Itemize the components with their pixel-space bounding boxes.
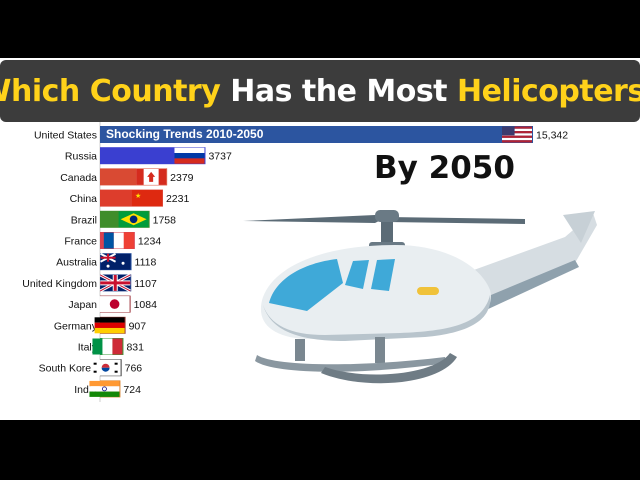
- flag-it-icon: [92, 338, 123, 355]
- flag-ru-icon: [174, 147, 205, 164]
- bar-row-1: Russia 3737: [65, 147, 232, 165]
- chart-subtitle: Shocking Trends 2010-2050: [106, 127, 264, 141]
- bar-row-11: South Korea 766: [39, 359, 143, 377]
- flag-ca-icon: [136, 168, 167, 185]
- title-part: Helicopters: [456, 73, 640, 109]
- flag-in-icon: [89, 380, 120, 397]
- flag-br-icon: [118, 211, 149, 228]
- value-label: 724: [123, 384, 141, 396]
- title-part: Country: [89, 73, 231, 109]
- category-label: Japan: [68, 299, 97, 311]
- value-label: 1234: [138, 236, 162, 248]
- letterbox-bottom: [0, 420, 640, 480]
- flag-de-icon: [94, 317, 125, 334]
- period-label: By 2050: [374, 150, 515, 186]
- value-label: 831: [126, 342, 144, 354]
- category-label: Canada: [60, 172, 97, 184]
- flag-kr-icon: [90, 359, 121, 376]
- category-label: United Kingdom: [22, 278, 97, 290]
- bar-row-4: Brazil 1758: [71, 210, 177, 228]
- bar-row-3: China ★ 2231: [70, 189, 190, 207]
- category-label: South Korea: [39, 363, 98, 375]
- flag-us-icon: [502, 126, 532, 143]
- flag-gb-icon: [99, 273, 131, 293]
- bar-row-6: Australia 1118: [56, 252, 157, 271]
- flag-cn-icon: ★: [131, 190, 162, 207]
- value-label: 907: [129, 320, 147, 332]
- bar-row-10: Italy 831: [78, 338, 144, 355]
- category-label: Russia: [65, 151, 97, 163]
- bar-row-2: Canada 2379: [60, 168, 194, 186]
- svg-text:★: ★: [135, 192, 141, 200]
- category-label: United States: [34, 130, 97, 142]
- title-part: Which: [0, 73, 80, 109]
- letterbox-top: [0, 0, 640, 58]
- value-label: 3737: [208, 151, 232, 163]
- bar-row-7: United Kingdom 1107: [22, 273, 157, 293]
- value-label: 2379: [170, 172, 194, 184]
- title-part: Has the Most: [230, 73, 457, 109]
- value-label: 2231: [166, 193, 190, 205]
- title-banner: Which Country Has the Most Helicopters?: [0, 60, 640, 122]
- bar-row-0: United States 15,342: [34, 126, 568, 143]
- value-label: 1084: [134, 299, 158, 311]
- category-label: Australia: [56, 257, 97, 269]
- flag-fr-icon: [103, 232, 134, 249]
- category-label: China: [70, 193, 98, 205]
- bar: [100, 126, 533, 143]
- value-label: 1118: [135, 257, 157, 269]
- page-title: Which Country Has the Most Helicopters?: [0, 74, 640, 109]
- flag-jp-icon: [99, 296, 130, 313]
- flag-au-icon: [100, 252, 131, 270]
- helicopter-icon: [243, 210, 597, 384]
- value-label: 15,342: [536, 130, 568, 142]
- bar-row-8: Japan 1084: [68, 295, 158, 313]
- bar-row-5: France 1234: [64, 232, 161, 249]
- value-label: 1107: [134, 278, 157, 290]
- category-label: France: [64, 236, 97, 248]
- value-label: 1758: [153, 214, 177, 226]
- value-label: 766: [125, 363, 143, 375]
- category-label: Germany: [54, 320, 98, 332]
- category-label: Brazil: [71, 214, 97, 226]
- bar-row-12: India 724: [74, 380, 141, 398]
- bar-row-9: Germany 907: [54, 316, 147, 334]
